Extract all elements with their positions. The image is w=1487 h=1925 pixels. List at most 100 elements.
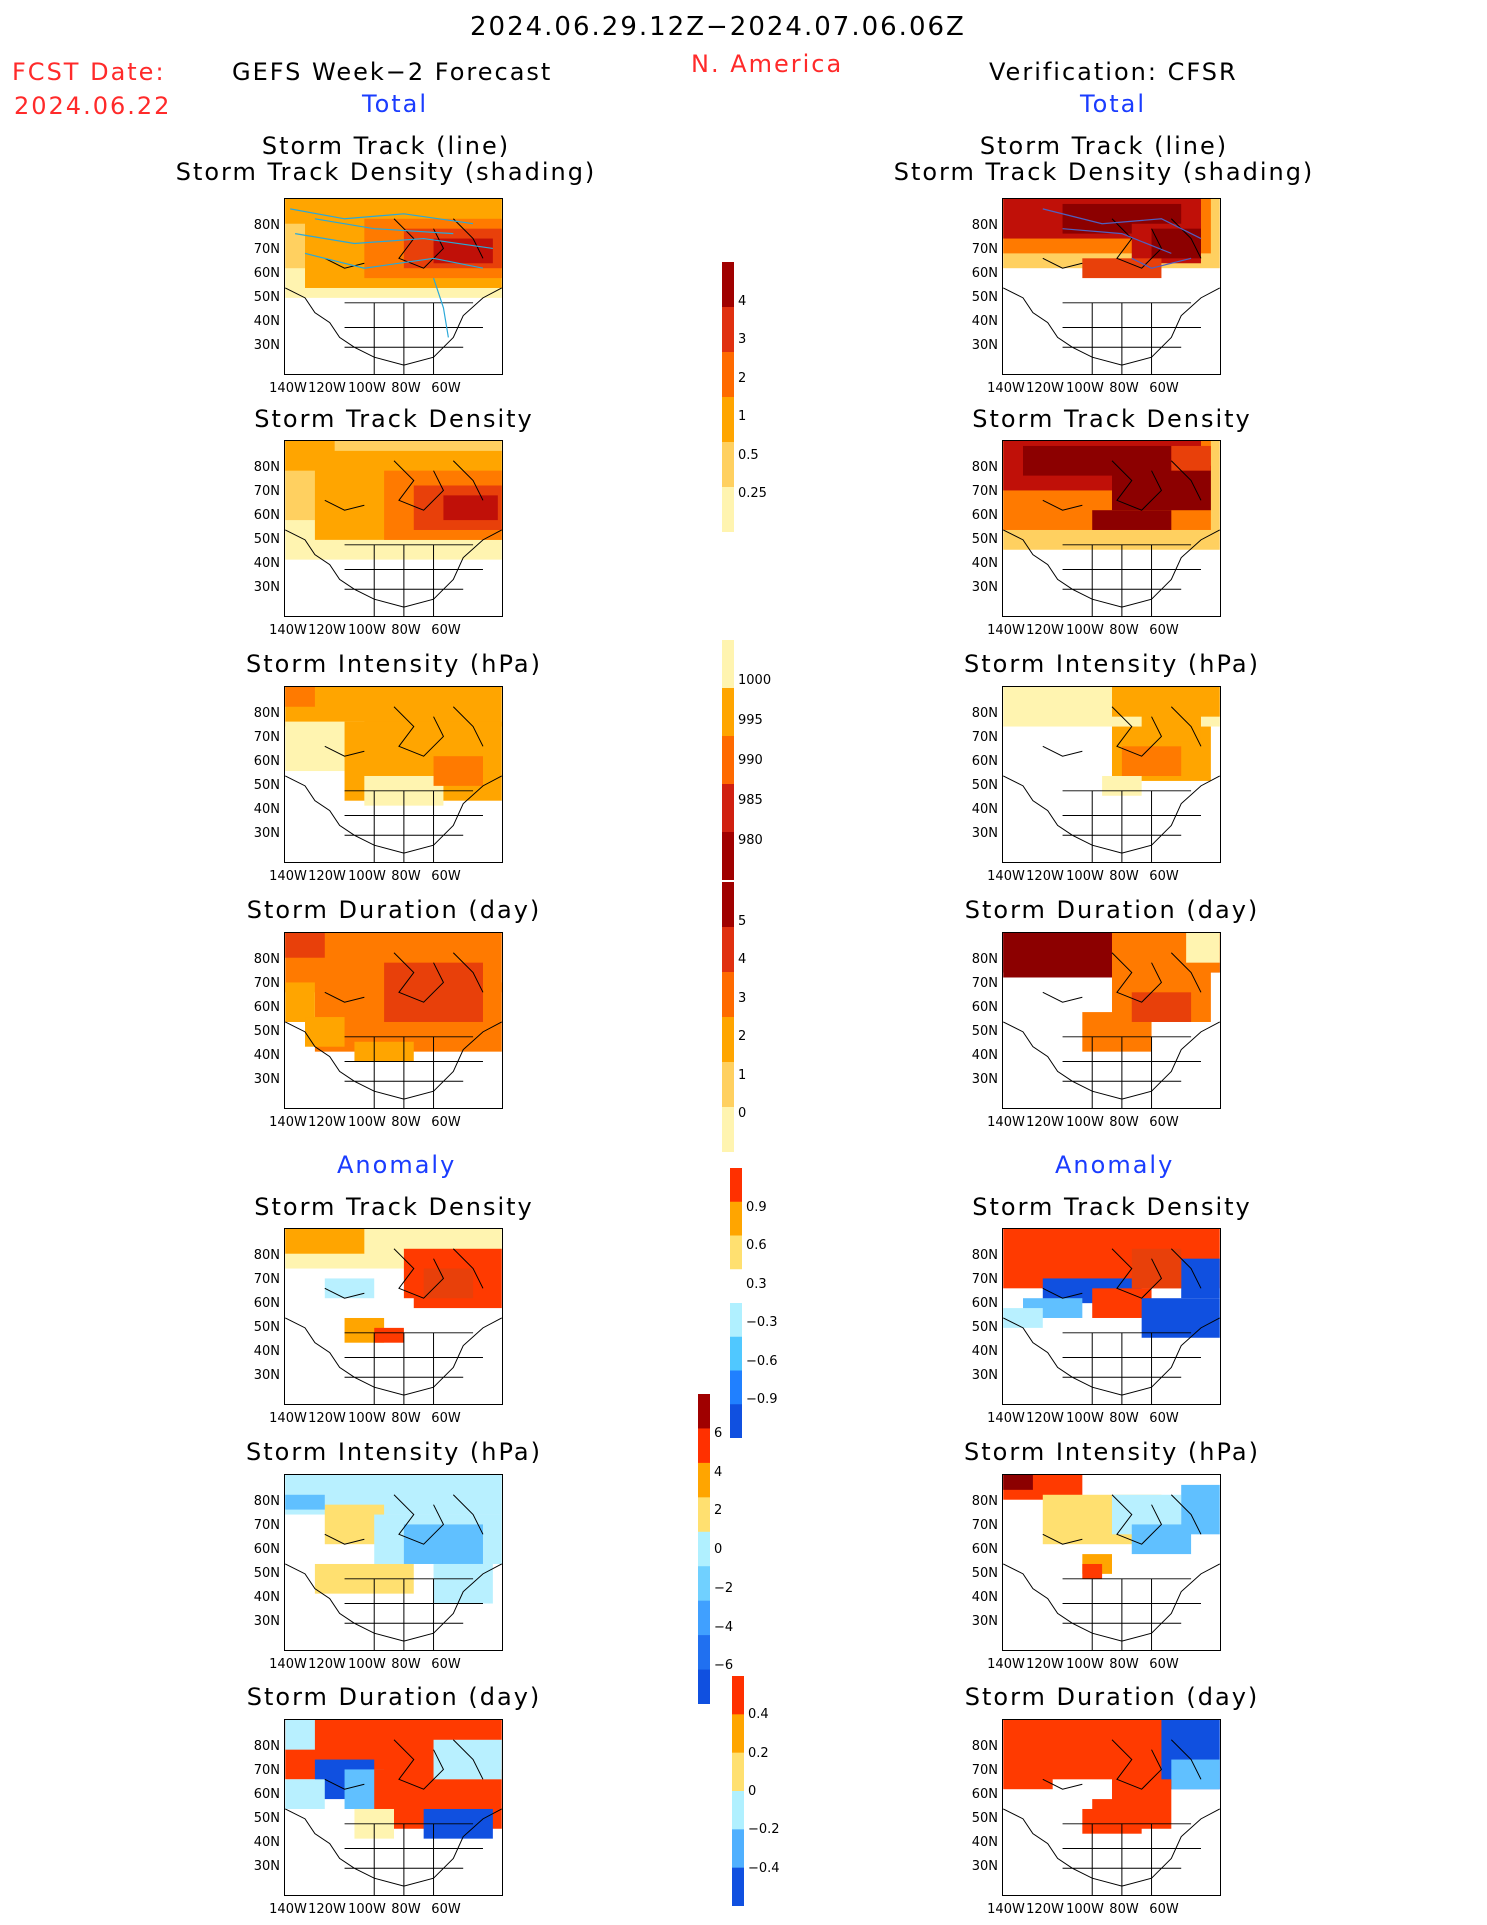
lat-tick-label: 30N [253,1368,280,1383]
map-shading [1003,933,1220,1108]
colorbar-label: 6 [714,1425,723,1441]
colorbar-segment [722,832,734,880]
lat-tick-label: 80N [971,706,998,721]
colorbar-label: 4 [738,952,747,968]
coastline [1003,1739,1220,1895]
lon-tick-label: 120W [308,623,346,638]
lat-tick-label: 40N [971,314,998,329]
shade-cell [285,933,325,958]
lat-tick-label: 60N [971,508,998,523]
lon-tick-label: 60W [1149,1115,1179,1130]
title-anom-density-left: Storm Track Density [254,1193,534,1221]
colorbar-label: 0.3 [746,1276,767,1292]
lat-tick-label: 30N [253,1614,280,1629]
lon-tick-label: 80W [1109,869,1139,884]
lat-tick-label: 70N [253,242,280,257]
lat-tick-label: 30N [971,1614,998,1629]
lon-tick-label: 100W [348,869,386,884]
colorbar-label: 0.4 [748,1707,769,1723]
lon-tick-label: 140W [269,869,307,884]
colorbar-segment [722,1017,734,1063]
shade-cell [1003,933,1112,978]
colorbar-label: 0.5 [738,447,759,463]
shade-cell [1186,933,1220,963]
colorbar-label: −0.2 [748,1822,780,1838]
colorbar-label: 1 [738,409,747,425]
coastline [285,1739,502,1895]
lat-tick-label: 50N [971,1320,998,1335]
lon-tick-label: 60W [431,1657,461,1672]
lon-tick-label: 120W [308,381,346,396]
lon-tick-label: 60W [1149,623,1179,638]
lat-tick-label: 60N [253,1296,280,1311]
colorbar-segment [730,1269,742,1304]
lat-tick-label: 80N [253,460,280,475]
lon-tick-label: 100W [1066,1657,1104,1672]
lat-tick-label: 60N [971,1000,998,1015]
lat-tick-label: 60N [253,754,280,769]
colorbar-anom_intensity [698,1394,710,1704]
colorbar-label: 0 [714,1542,723,1557]
lat-tick-label: 60N [253,266,280,281]
lon-tick-label: 100W [348,381,386,396]
shade-cell [1082,1563,1103,1579]
lat-tick-label: 40N [253,1344,280,1359]
map-shading [1003,441,1220,616]
lon-tick-label: 80W [391,1411,421,1426]
colorbar-label: 0 [738,1106,747,1122]
shade-cell [354,1041,414,1062]
lon-tick-label: 140W [269,381,307,396]
shade-cell [1131,1524,1192,1555]
lon-tick-label: 100W [1066,381,1104,396]
colorbar-label: 980 [738,833,763,848]
colorbar-segment [732,1791,744,1830]
title-density-right: Storm Track Density [972,405,1252,433]
lat-tick-label: 50N [971,532,998,547]
lat-tick-label: 70N [253,976,280,991]
left-title: GEFS Week−2 Forecast [232,58,553,86]
shade-cell [1082,1808,1142,1834]
shade-cell [433,1563,493,1604]
map-panel-verification-1 [1002,440,1221,617]
right-title: Verification: CFSR [989,58,1238,86]
lon-tick-label: 120W [308,1411,346,1426]
lat-tick-label: 40N [971,556,998,571]
lat-tick-label: 40N [971,1344,998,1359]
colorbar-segment [722,640,734,689]
lon-tick-label: 60W [1149,1657,1179,1672]
lon-tick-label: 60W [431,1902,461,1917]
coastline [1003,460,1220,616]
lon-tick-label: 80W [391,381,421,396]
colorbar-segment [698,1566,710,1602]
lat-tick-label: 80N [253,1494,280,1509]
lon-tick-label: 100W [1066,869,1104,884]
lat-tick-label: 70N [253,484,280,499]
lon-tick-label: 120W [1026,1657,1064,1672]
colorbar-segment [730,1303,742,1338]
lon-tick-label: 140W [987,381,1025,396]
lon-tick-label: 140W [269,1902,307,1917]
colorbar-anom_density [730,1168,742,1438]
shade-cell [433,1739,502,1780]
shade-cell [1171,445,1211,471]
lat-tick-label: 80N [253,706,280,721]
lat-tick-label: 30N [253,1072,280,1087]
lat-tick-label: 50N [253,1566,280,1581]
shade-cell [384,1298,414,1318]
shade-cell [1092,510,1172,530]
colorbar-label: 0.9 [746,1199,767,1215]
colorbar-label: 3 [738,990,747,1006]
colorbar-segment [722,307,734,353]
colorbar-segment [732,1676,744,1715]
colorbar-segment [722,927,734,973]
colorbar-label: 1 [738,1067,747,1083]
lon-tick-label: 120W [308,869,346,884]
colorbar-segment [698,1635,710,1671]
lat-tick-label: 40N [253,1590,280,1605]
colorbar-segment [698,1428,710,1464]
shade-cell [1003,1720,1172,1790]
colorbar-density [722,262,734,532]
shade-cell [1131,992,1192,1022]
colorbar-segment [732,1752,744,1792]
shade-cell [403,1524,483,1564]
